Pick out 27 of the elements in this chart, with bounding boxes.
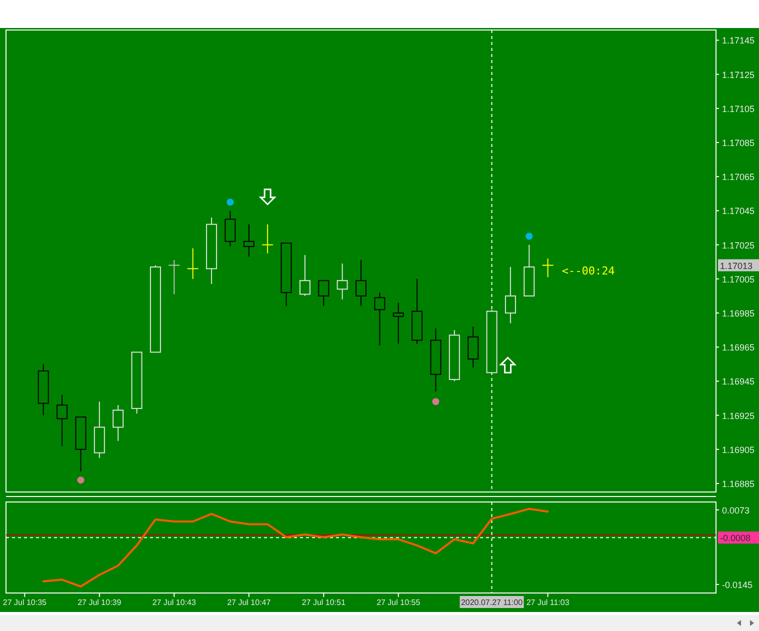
x-tick-label: 27 Jul 10:43 (152, 598, 196, 607)
y-tick-label: 1.17065 (722, 172, 755, 182)
x-tick-label: 27 Jul 10:51 (302, 598, 346, 607)
y-tick-label: 1.17105 (722, 104, 755, 114)
y-tick-label: -0.0145 (722, 580, 753, 590)
x-tick-label: 27 Jul 10:39 (78, 598, 122, 607)
y-tick-label: 1.16965 (722, 342, 755, 353)
x-tick-label: 27 Jul 10:47 (227, 598, 272, 607)
x-tick-label: 27 Jul 11:03 (526, 598, 570, 607)
x-tick-label: 27 Jul 10:35 (2, 598, 48, 607)
y-tick-label: 1.17025 (722, 240, 755, 250)
x-tick-label: 27 Jul 10:55 (376, 598, 421, 607)
annotation: <--00:24 (562, 264, 616, 278)
y-tick-label: 0.0073 (722, 505, 750, 516)
y-tick-label: 1.17013 (720, 260, 753, 271)
y-tick-label: 1.17145 (722, 36, 755, 46)
y-tick-label: 1.16945 (722, 376, 755, 387)
ref-line-label: -0.0008 (720, 533, 751, 544)
y-tick-label: 1.17005 (722, 274, 755, 284)
y-tick-label: 1.17045 (722, 206, 755, 216)
y-tick-label: 1.17125 (722, 70, 755, 80)
y-tick-label: 1.16985 (722, 308, 755, 318)
y-tick-label: 1.16905 (722, 444, 755, 455)
y-tick-label: 1.16925 (722, 410, 755, 421)
y-tick-label: 1.16885 (722, 478, 755, 489)
ref-line-label: 2020.07.27 11:00 (460, 598, 524, 607)
y-tick-label: 1.17085 (722, 138, 755, 148)
